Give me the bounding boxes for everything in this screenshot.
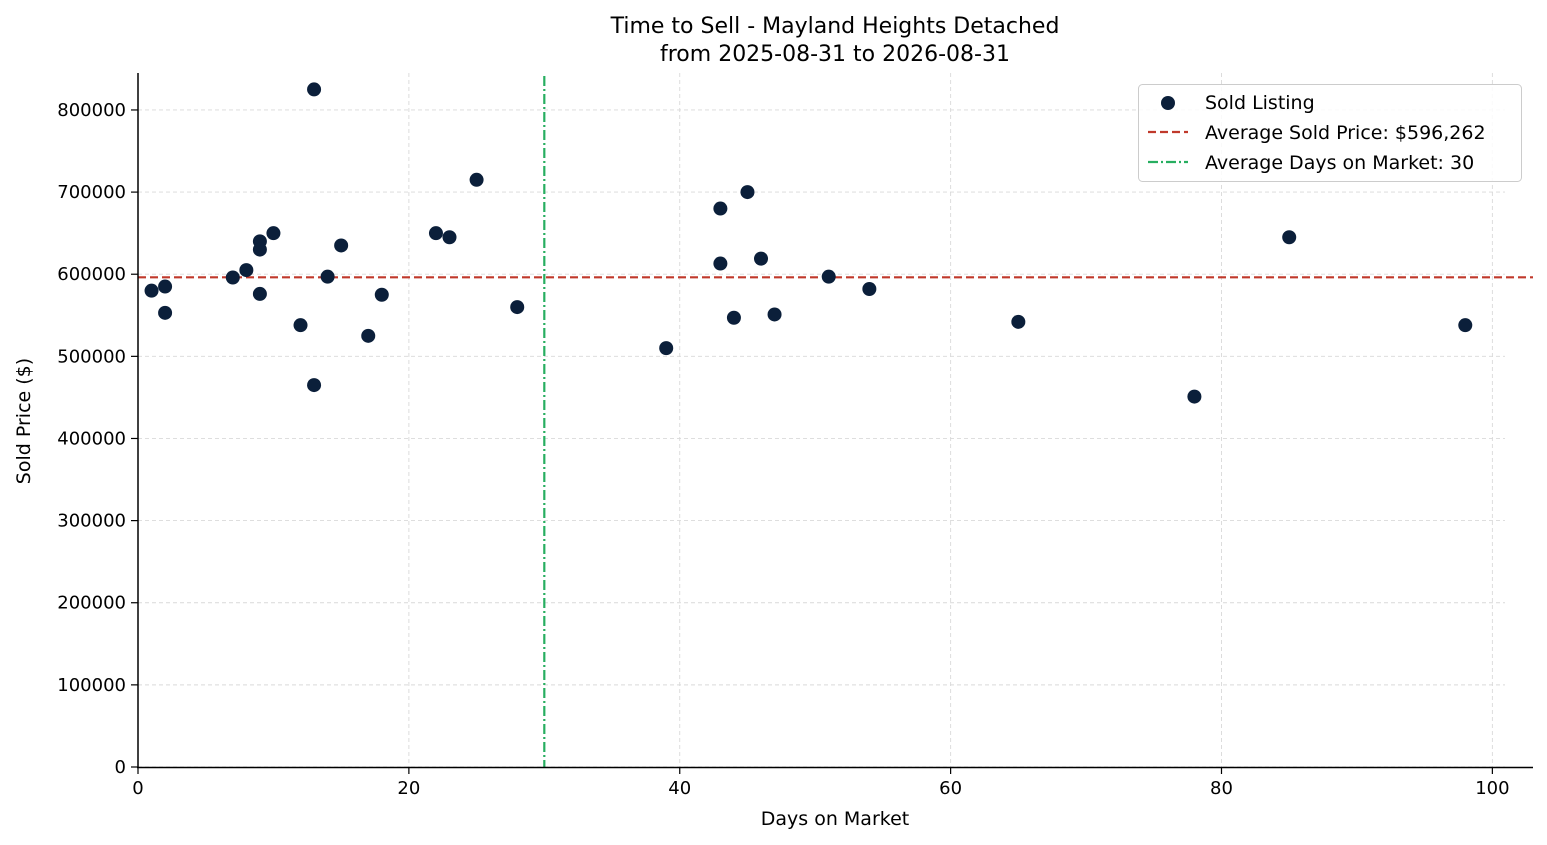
- x-axis-ticks: 0 20 40 60 80 100: [132, 767, 1510, 799]
- y-tick-label: 200000: [57, 593, 126, 614]
- y-tick-label: 300000: [57, 511, 126, 532]
- sold-listing-point: [307, 82, 322, 97]
- sold-listing-point: [239, 263, 254, 278]
- sold-listing-point: [862, 282, 877, 297]
- x-axis-title: Days on Market: [761, 808, 909, 830]
- x-tick-label: 0: [132, 778, 143, 799]
- y-tick-label: 500000: [57, 346, 126, 367]
- sold-listing-point: [510, 300, 525, 315]
- sold-listing-point: [469, 172, 484, 187]
- sold-listing-point: [713, 201, 728, 216]
- y-tick-label: 600000: [57, 264, 126, 285]
- sold-listing-point: [428, 226, 443, 241]
- x-tick-label: 60: [939, 778, 962, 799]
- y-axis-title: Sold Price ($): [13, 358, 35, 484]
- data-points: [144, 82, 1473, 404]
- x-tick-label: 80: [1210, 778, 1233, 799]
- sold-listing-point: [374, 287, 389, 302]
- sold-listing-point: [158, 279, 173, 294]
- sold-listing-point: [144, 283, 159, 298]
- sold-listing-point: [158, 305, 173, 320]
- sold-listing-point: [821, 269, 836, 284]
- sold-listing-point: [754, 251, 769, 266]
- sold-listing-point: [1011, 314, 1026, 329]
- sold-listing-point: [1187, 389, 1202, 404]
- sold-listing-point: [361, 328, 376, 343]
- sold-listing-point: [320, 269, 335, 284]
- legend-box: [1138, 84, 1522, 182]
- y-tick-label: 700000: [57, 182, 126, 203]
- x-tick-label: 40: [668, 778, 691, 799]
- legend-label-average-price: Average Sold Price: $596,262: [1205, 122, 1486, 144]
- sold-listing-point: [767, 307, 782, 322]
- sold-listing-point: [740, 185, 755, 200]
- chart-title: Time to Sell - Mayland Heights Detached: [610, 14, 1060, 39]
- y-tick-label: 400000: [57, 428, 126, 449]
- legend-label-average-days: Average Days on Market: 30: [1205, 152, 1474, 174]
- y-axis-ticks: 0 100000 200000 300000 400000 500000 600000 700…: [57, 100, 138, 778]
- x-tick-label: 100: [1475, 778, 1509, 799]
- sold-listing-point: [1282, 230, 1297, 245]
- sold-listing-point: [659, 341, 674, 356]
- legend-label-sold-listing: Sold Listing: [1205, 92, 1315, 114]
- y-tick-label: 800000: [57, 100, 126, 121]
- sold-listing-point: [726, 310, 741, 325]
- sold-listing-point: [307, 378, 322, 393]
- legend: Sold Listing Average Sold Price: $596,26…: [1138, 84, 1522, 182]
- sold-listing-point: [225, 270, 240, 285]
- sold-listing-point: [252, 242, 267, 257]
- sold-listing-point: [293, 318, 308, 333]
- sold-listing-point: [334, 238, 349, 253]
- sold-listing-point: [442, 230, 457, 245]
- y-tick-label: 100000: [57, 675, 126, 696]
- sold-listing-point: [266, 226, 281, 241]
- y-tick-label: 0: [115, 757, 126, 778]
- legend-marker-sold-listing: [1161, 96, 1175, 110]
- sold-listing-point: [1458, 318, 1473, 333]
- chart-subtitle: from 2025-08-31 to 2026-08-31: [660, 42, 1010, 67]
- sold-listing-point: [252, 286, 267, 301]
- sold-listing-point: [713, 256, 728, 271]
- x-tick-label: 20: [397, 778, 420, 799]
